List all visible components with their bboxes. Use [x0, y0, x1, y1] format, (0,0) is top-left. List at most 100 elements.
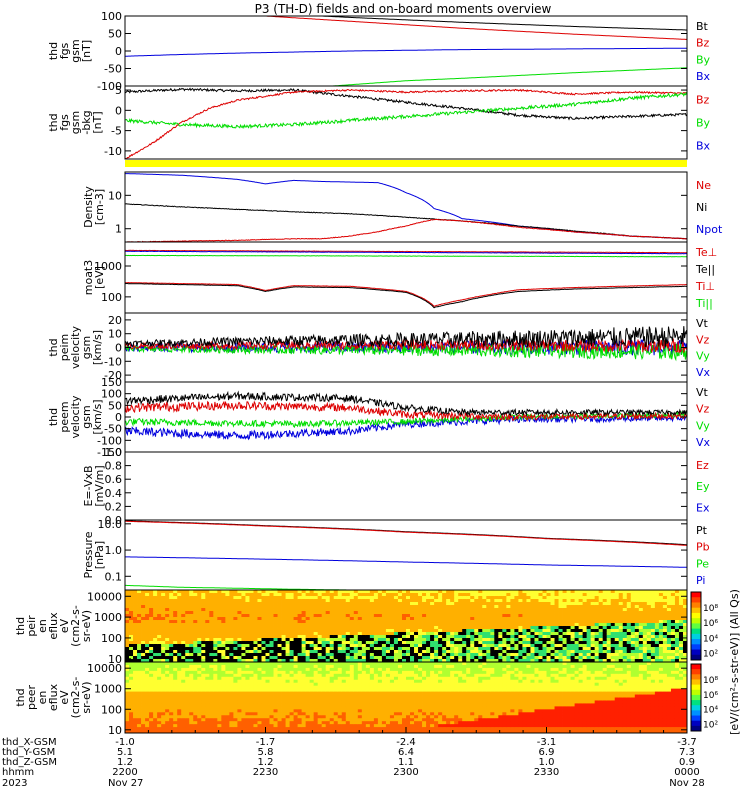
x-tick-value: -1.7 [256, 737, 276, 748]
y-axis-label: (cm2-s- [69, 677, 82, 719]
y-tick-label: 50 [108, 28, 122, 41]
legend-entry: Ne [696, 179, 711, 192]
legend-entry: By [696, 53, 711, 66]
y-axis-label: [nPa] [93, 541, 106, 569]
legend-entry: Ti|| [695, 297, 713, 310]
series-line-temperature-Te⊥ [125, 249, 687, 254]
y-tick-label: 0 [115, 411, 122, 424]
x-tick-value: 6.9 [539, 747, 555, 758]
legend-entry: Bx [696, 70, 711, 83]
y-axis-label: thd [14, 617, 27, 635]
series-line-density-Ne [125, 218, 687, 242]
panel-pressure: 10.0 1.0 0.1 Pressure[nPa] Pt Pb Pe Pi [82, 518, 710, 591]
series-line-peem-Vz [125, 400, 687, 422]
x-tick-value: 7.3 [679, 747, 695, 758]
y-axis-label: gsm [80, 405, 93, 428]
y-axis-label: E=-VxB [82, 465, 95, 506]
series-line-pressure-Pi [125, 584, 390, 590]
y-axis-label: peir [25, 615, 38, 637]
x-tick-value: Nov 28 [669, 778, 704, 789]
legend-entry: Ex [696, 501, 710, 514]
legend-entry: Pt [696, 524, 708, 537]
legend-entry: Ez [696, 459, 709, 472]
y-axis-label: en [36, 691, 49, 705]
x-tick-value: 5.8 [258, 747, 274, 758]
y-tick-label: 0.8 [105, 460, 123, 473]
series-line-fgs_big-By [125, 67, 687, 86]
y-axis-label: thd [14, 688, 27, 706]
y-tick-label: 0 [115, 342, 122, 355]
x-tick-value: 1.1 [398, 757, 414, 768]
series-line-fgs_zoom-By [125, 91, 687, 130]
colorbar-tick-label: 10⁸ [703, 676, 718, 686]
y-axis-label: sr-eV) [80, 681, 93, 713]
legend-entry: Vy [696, 350, 710, 363]
series-line-temperature-Ti|| [125, 254, 687, 258]
legend-entry: Pb [696, 541, 710, 554]
y-tick-label: 100 [101, 291, 122, 304]
colorbar-frame [690, 663, 702, 732]
y-tick-label: 20 [108, 314, 122, 327]
x-tick-value: Nov 27 [108, 778, 143, 789]
status-bar [125, 160, 687, 167]
y-axis-label: [nT] [80, 40, 93, 62]
series-line-fgs_zoom-Bz [125, 88, 687, 159]
colorbar-label: [eV/(cm²-s-str-eV)] (All Qs) [728, 589, 741, 735]
y-axis-label: thd [47, 408, 60, 426]
legend-entry: Pe [696, 557, 709, 570]
y-axis-label: thd [47, 338, 60, 356]
colorbar-tick-label: 10⁶ [703, 619, 718, 629]
series-group [125, 390, 687, 441]
legend-entry: Vz [696, 403, 710, 416]
series-line-temperature-Ti⊥ [125, 281, 687, 307]
x-tick-value: 1.2 [258, 757, 274, 768]
colorbar-tick-label: 10⁸ [703, 604, 718, 614]
y-tick-label: 1.0 [105, 544, 123, 557]
x-tick-value: -3.7 [677, 737, 697, 748]
panel-frame [124, 451, 688, 521]
y-axis-label: (cm2-s- [69, 605, 82, 647]
x-tick-value: -1.0 [115, 737, 135, 748]
x-tick-value: 2230 [253, 767, 278, 778]
y-axis-label: moat3 [82, 260, 95, 296]
y-axis-label: [cm-3] [93, 189, 106, 225]
legend-entry: Vt [696, 386, 709, 399]
x-tick-value: -3.1 [537, 737, 557, 748]
y-axis-label: gsm [69, 111, 82, 134]
legend-entry: By [696, 117, 711, 130]
y-axis-label: [km/s] [91, 399, 104, 434]
legend-entry: Bt [696, 20, 709, 33]
legend-entry: Vx [696, 366, 711, 379]
y-tick-label: 10 [108, 189, 122, 202]
legend-entry: Ni [696, 201, 707, 214]
heatmap-cells [125, 590, 688, 663]
x-tick-value: -2.4 [396, 737, 416, 748]
y-tick-label: -150 [97, 446, 122, 459]
x-tick-value: 1.2 [117, 757, 133, 768]
y-tick-label: 10.0 [98, 518, 123, 531]
panel-frame [124, 171, 688, 243]
series-line-temperature-Te|| [125, 282, 687, 309]
y-tick-label: 50 [108, 399, 122, 412]
x-tick-value: 2300 [393, 767, 418, 778]
x-tick-value: 2200 [112, 767, 137, 778]
y-tick-label: 100 [101, 632, 122, 645]
x-row-label: thd_Y-GSM [2, 747, 55, 758]
y-axis-label: eflux [47, 683, 60, 711]
y-axis-label: gsm [69, 39, 82, 62]
y-tick-label: 0.4 [105, 487, 123, 500]
y-axis-label: [nT] [91, 111, 104, 133]
legend-entry: Pi [696, 574, 705, 587]
y-tick-label: 1000 [94, 611, 122, 624]
y-tick-label: 10 [108, 724, 122, 737]
y-tick-label: 10 [108, 653, 122, 666]
panel-peer: 10000 1000 100 10 thdpeerenefluxeV(cm2-s-sr-… [14, 661, 688, 737]
y-tick-label: 150 [101, 376, 122, 389]
y-axis-label: fgs [58, 114, 71, 131]
x-row-label: thd_Z-GSM [2, 757, 57, 768]
